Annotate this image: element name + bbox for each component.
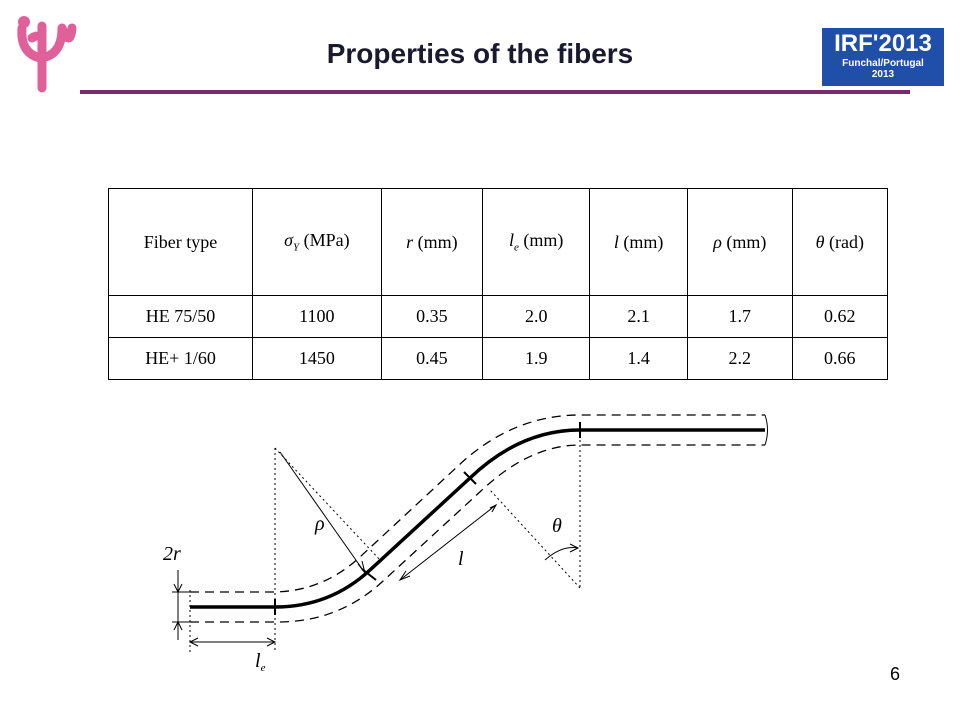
cell: 1.9 <box>482 337 591 380</box>
data-row: HE 75/50 1100 0.35 2.0 2.1 1.7 0.62 <box>107 295 889 338</box>
cell: 1450 <box>252 337 382 380</box>
badge-name: IRF'2013 <box>834 30 932 57</box>
cell: 0.45 <box>380 337 484 380</box>
cell: 2.1 <box>589 295 688 338</box>
label-rho: ρ <box>314 513 325 535</box>
label-end-length: le <box>255 650 266 674</box>
header-cell: le (mm) <box>482 188 591 296</box>
fiber-table: Fiber type σY (MPa) r (mm) le (mm) l (mm) ρ (… <box>107 188 889 380</box>
header-symbol: ρ <box>713 231 722 252</box>
badge-place: Funchal/Portugal <box>842 58 924 69</box>
label-theta: θ <box>552 515 562 537</box>
header-symbol: l <box>613 231 619 252</box>
header-unit: (mm) <box>726 231 767 252</box>
header-unit: (MPa) <box>303 230 350 251</box>
label-end-length-sub: e <box>261 662 266 674</box>
header-symbol: σ <box>284 230 293 251</box>
cell: 2.0 <box>482 295 591 338</box>
page-number: 6 <box>890 664 901 684</box>
cell: HE+ 1/60 <box>107 337 254 380</box>
header-sub: Y <box>292 241 300 254</box>
header-cell: σY (MPa) <box>252 188 382 296</box>
label-end-length-symbol: l <box>255 650 261 672</box>
header-unit: (rad) <box>828 231 864 252</box>
header-symbol: θ <box>815 231 825 252</box>
header-cell: ρ (mm) <box>686 188 793 296</box>
header-row: Fiber type σY (MPa) r (mm) le (mm) l (mm) ρ (… <box>107 188 889 296</box>
label-length: l <box>458 548 464 570</box>
label-radius: 2r <box>163 543 181 565</box>
header-unit: (mm) <box>523 230 564 251</box>
cell: 0.66 <box>791 337 889 380</box>
cell: 2.2 <box>686 337 793 380</box>
header-cell: r (mm) <box>380 188 484 296</box>
cell: HE 75/50 <box>107 295 254 338</box>
logo <box>17 16 77 93</box>
conference-badge: IRF'2013 Funchal/Portugal 2013 <box>822 28 944 86</box>
cell: 0.62 <box>791 295 889 338</box>
cell: 1.4 <box>589 337 688 380</box>
badge-year: 2013 <box>871 69 895 80</box>
slide-title: Properties of the fibers <box>326 38 634 69</box>
header-text: Fiber type <box>143 231 218 252</box>
header-sub: e <box>514 241 519 254</box>
cell: 1100 <box>252 295 382 338</box>
title-rule <box>80 90 910 94</box>
header-unit: (mm) <box>623 231 664 252</box>
header-cell: l (mm) <box>589 188 688 296</box>
header-symbol: l <box>509 230 515 251</box>
header-cell: θ (rad) <box>791 188 889 296</box>
header-unit: (mm) <box>417 231 458 252</box>
data-row: HE+ 1/60 1450 0.45 1.9 1.4 2.2 0.66 <box>107 337 889 380</box>
cell: 1.7 <box>686 295 793 338</box>
header-symbol: r <box>406 231 414 252</box>
